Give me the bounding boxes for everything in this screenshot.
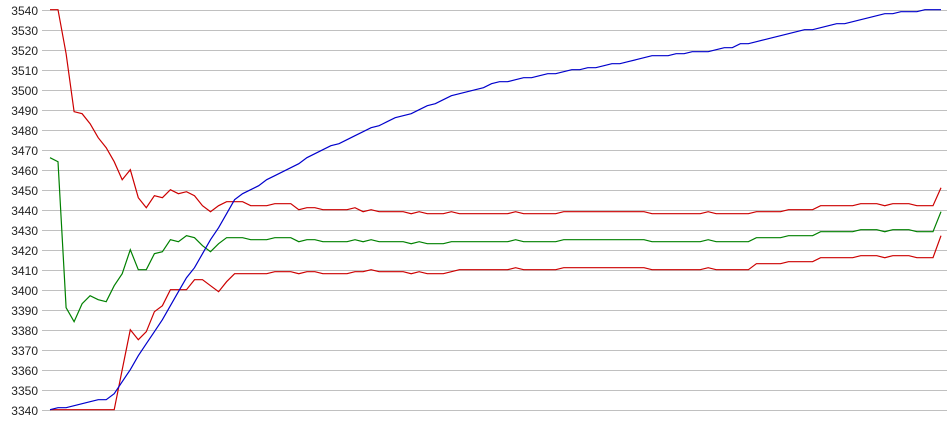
y-tick-label: 3440 <box>11 204 38 218</box>
y-tick-label: 3410 <box>11 264 38 278</box>
gridlines <box>42 10 947 411</box>
y-tick-label: 3490 <box>11 104 38 118</box>
y-tick-label: 3340 <box>11 404 38 418</box>
y-tick-label: 3370 <box>11 344 38 358</box>
series-upper-red <box>50 9 942 215</box>
y-tick-label: 3450 <box>11 184 38 198</box>
y-tick-label: 3540 <box>11 4 38 18</box>
series-lines <box>49 9 942 411</box>
y-tick-label: 3530 <box>11 24 38 38</box>
y-tick-label: 3350 <box>11 384 38 398</box>
y-tick-label: 3460 <box>11 164 38 178</box>
y-tick-label: 3420 <box>11 244 38 258</box>
y-tick-label: 3400 <box>11 284 38 298</box>
y-tick-label: 3390 <box>11 304 38 318</box>
series-green <box>49 157 942 324</box>
y-tick-label: 3520 <box>11 44 38 58</box>
y-tick-label: 3480 <box>11 124 38 138</box>
y-tick-label: 3360 <box>11 364 38 378</box>
series-blue <box>49 9 941 411</box>
series-lower-red <box>50 235 942 411</box>
y-tick-label: 3470 <box>11 144 38 158</box>
y-axis-tick-labels: 3540 3530 3520 3510 3500 3490 3480 3470 3460 3450… <box>11 4 38 418</box>
y-tick-label: 3430 <box>11 224 38 238</box>
y-tick-label: 3500 <box>11 84 38 98</box>
y-tick-label: 3380 <box>11 324 38 338</box>
y-tick-label: 3510 <box>11 64 38 78</box>
